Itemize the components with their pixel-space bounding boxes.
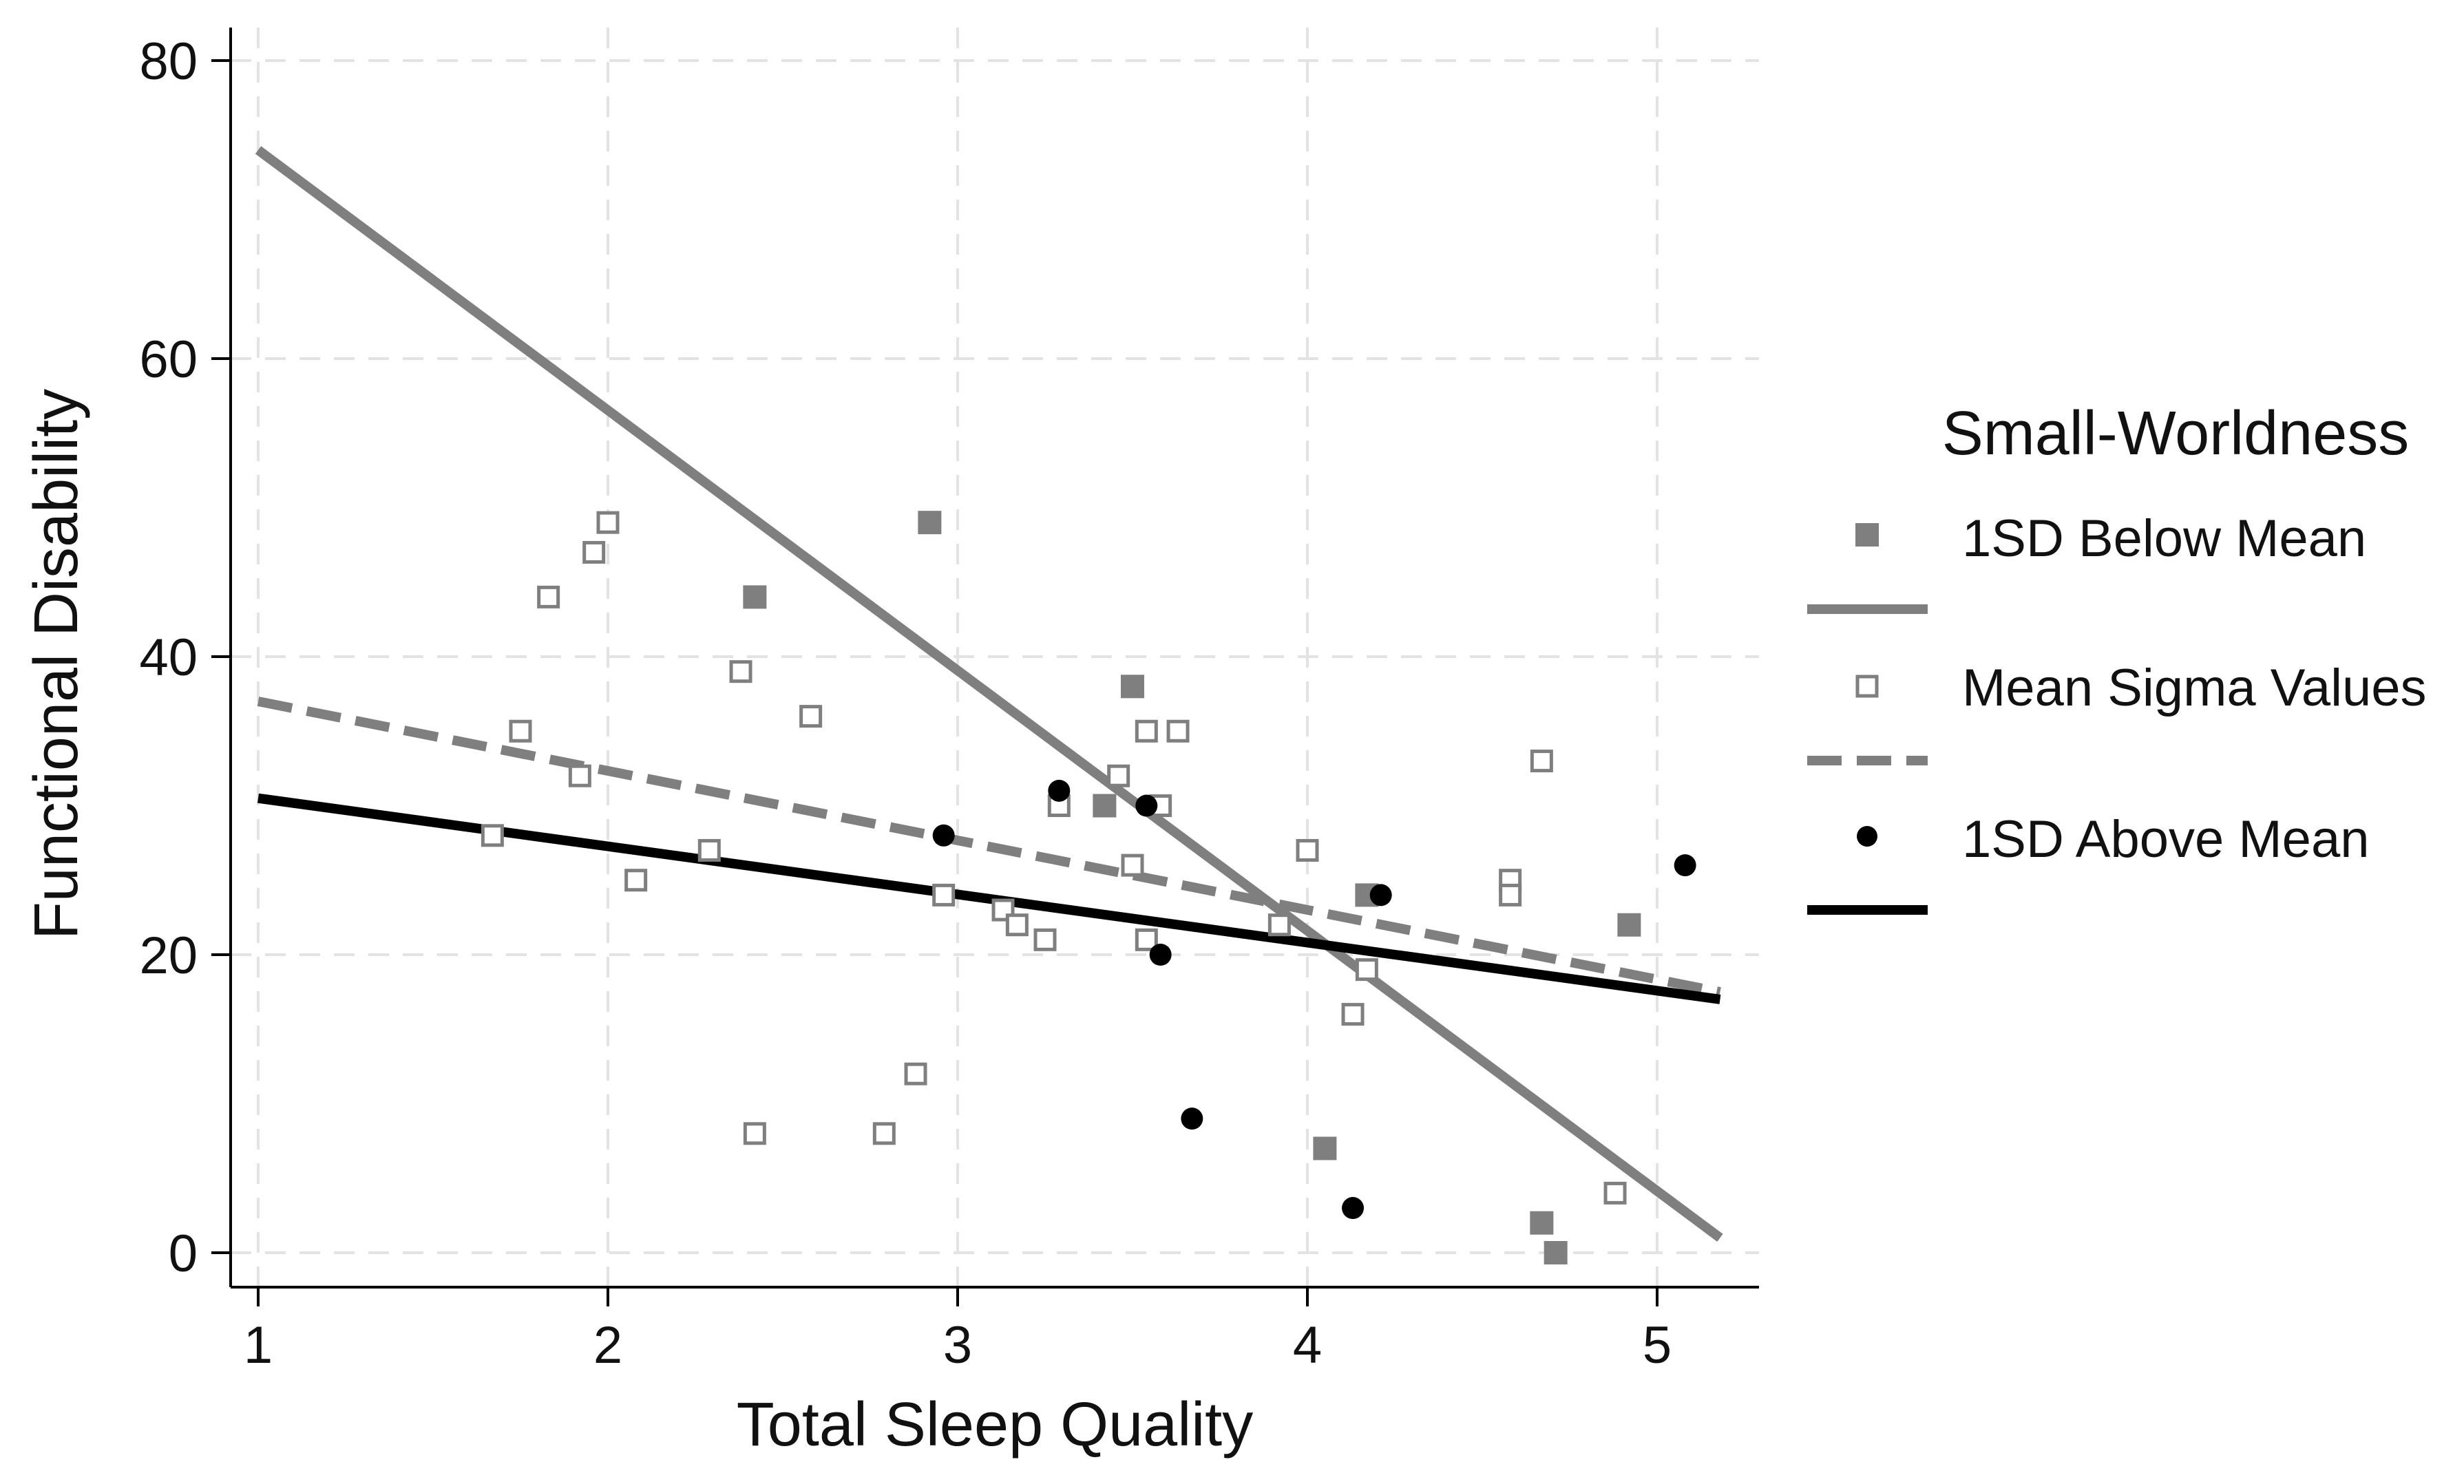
point-mean-sigma	[1267, 913, 1291, 937]
y-tick-label: 0	[169, 1225, 198, 1283]
point-mean-sigma	[596, 511, 620, 534]
point-below-mean	[1313, 1136, 1337, 1160]
x-tick-label: 4	[1293, 1316, 1322, 1375]
point-mean-sigma	[1033, 928, 1057, 951]
y-tick-label: 40	[139, 628, 198, 687]
point-below-mean	[1617, 913, 1641, 937]
point-mean-sigma	[1135, 719, 1158, 743]
x-axis-title: Total Sleep Quality	[737, 1390, 1253, 1459]
point-above-mean	[1342, 1197, 1365, 1220]
point-mean-sigma	[743, 1122, 766, 1145]
grid	[231, 28, 1759, 1287]
y-tick-label: 60	[139, 330, 198, 389]
point-below-mean	[918, 511, 942, 535]
point-above-mean	[1369, 884, 1392, 907]
legend-marker-above-mean	[1857, 826, 1877, 847]
point-mean-sigma	[1499, 883, 1522, 907]
point-mean-sigma	[1355, 958, 1378, 982]
point-mean-sigma	[1121, 854, 1144, 877]
point-mean-sigma	[1296, 838, 1319, 862]
point-mean-sigma	[624, 869, 648, 892]
point-mean-sigma	[904, 1062, 927, 1085]
point-mean-sigma	[1135, 928, 1158, 951]
point-mean-sigma	[729, 660, 752, 683]
point-mean-sigma	[582, 540, 606, 564]
point-below-mean	[743, 585, 767, 609]
axes: 0 20 40 60 80 1 2 3 4 5	[139, 28, 1759, 1375]
point-mean-sigma	[537, 585, 560, 608]
point-mean-sigma	[1341, 1003, 1365, 1026]
point-mean-sigma	[1107, 764, 1130, 787]
fit-line-mean-sigma	[257, 697, 1721, 997]
point-above-mean	[1149, 944, 1172, 966]
x-tick-label: 3	[943, 1316, 972, 1375]
point-mean-sigma	[932, 883, 956, 907]
point-mean-sigma	[481, 824, 504, 847]
point-mean-sigma	[1005, 913, 1029, 937]
point-mean-sigma	[697, 838, 721, 862]
point-mean-sigma	[1530, 750, 1553, 773]
point-above-mean	[1048, 779, 1071, 802]
legend-label-above-mean: 1SD Above Mean	[1962, 810, 2370, 869]
point-below-mean	[1544, 1241, 1568, 1264]
point-mean-sigma	[1166, 719, 1190, 743]
point-above-mean	[1181, 1107, 1203, 1130]
legend-label-below-mean: 1SD Below Mean	[1962, 509, 2366, 568]
y-axis-title: Functional Disability	[22, 389, 91, 940]
legend-marker-below-mean	[1855, 523, 1879, 547]
point-below-mean	[1530, 1211, 1554, 1235]
x-tick-label: 5	[1643, 1316, 1672, 1375]
point-below-mean	[1093, 794, 1117, 818]
legend-marker-mean-sigma	[1855, 675, 1879, 698]
legend: Small-Worldness 1SD Below Mean Mean Sigm…	[1807, 399, 2427, 915]
point-above-mean	[932, 824, 955, 847]
point-above-mean	[1135, 794, 1158, 817]
point-mean-sigma	[509, 719, 532, 743]
fit-line-below-mean	[255, 146, 1723, 1242]
point-mean-sigma	[872, 1122, 896, 1145]
point-mean-sigma	[568, 764, 591, 787]
y-tick-label: 20	[139, 926, 198, 985]
legend-title: Small-Worldness	[1942, 399, 2410, 468]
point-mean-sigma	[1603, 1181, 1627, 1205]
data-points	[481, 511, 1696, 1264]
y-tick-label: 80	[139, 32, 198, 91]
legend-label-mean-sigma: Mean Sigma Values	[1962, 659, 2427, 717]
point-mean-sigma	[991, 898, 1015, 922]
x-tick-label: 2	[593, 1316, 622, 1375]
point-mean-sigma	[799, 705, 823, 728]
x-tick-label: 1	[244, 1316, 273, 1375]
point-below-mean	[1121, 675, 1144, 699]
point-above-mean	[1674, 854, 1696, 877]
